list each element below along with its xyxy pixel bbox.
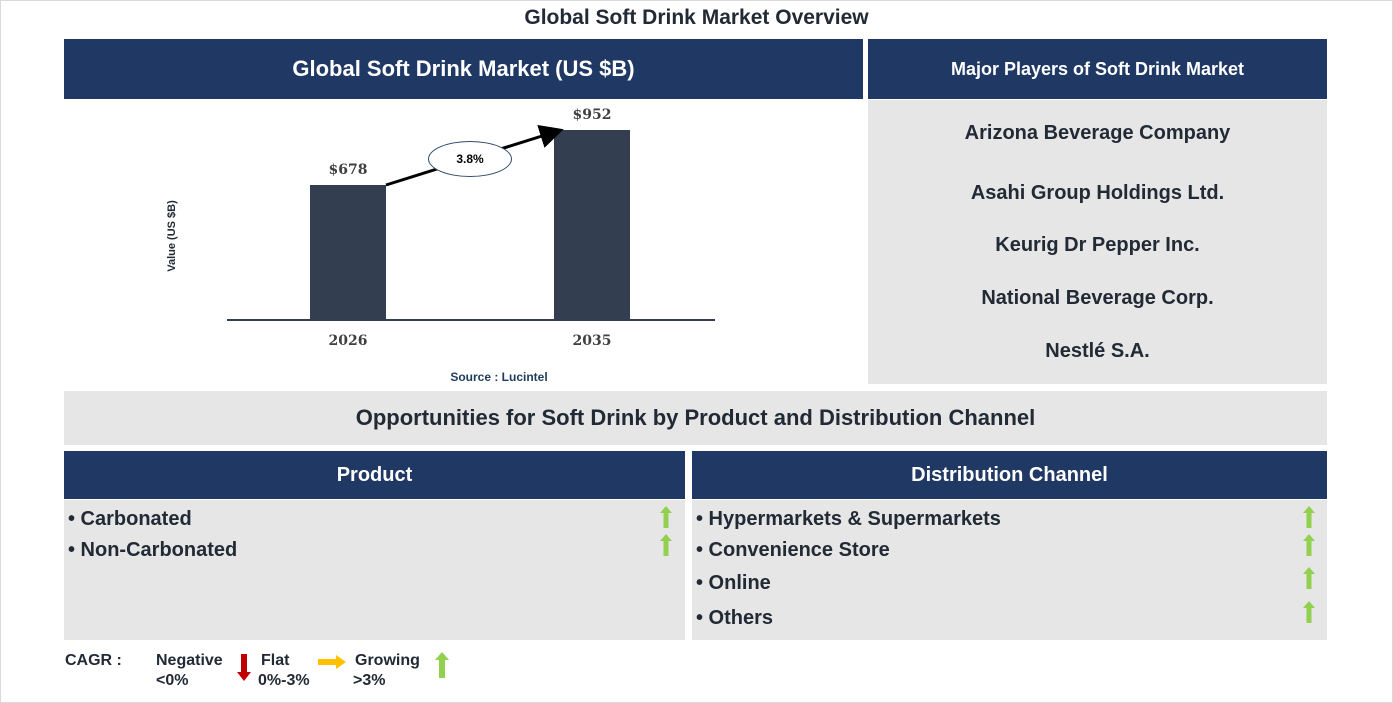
up-arrow-icon <box>435 652 449 678</box>
legend-negative-range: <0% <box>156 672 189 689</box>
legend-growing-name: Growing <box>355 652 420 669</box>
bar-2035 <box>554 130 630 321</box>
player-item: Asahi Group Holdings Ltd. <box>970 182 1225 204</box>
distribution-list: • Hypermarkets & Supermarkets • Convenie… <box>692 500 1327 640</box>
legend-growing-range: >3% <box>353 672 386 689</box>
bar-value-label-2035: $952 <box>572 107 612 123</box>
distribution-item-others: • Others <box>696 607 774 629</box>
x-tick-2026: 2026 <box>328 333 368 349</box>
opportunities-title: Opportunities for Soft Drink by Product … <box>64 391 1327 445</box>
x-axis-line <box>227 319 715 321</box>
distribution-item-hypermarkets: • Hypermarkets & Supermarkets <box>696 508 1001 530</box>
up-arrow-icon <box>660 534 672 556</box>
chart-source: Source : Lucintel <box>450 370 548 384</box>
distribution-item-convenience-store: • Convenience Store <box>696 539 890 561</box>
up-arrow-icon <box>660 506 672 528</box>
distribution-item-online: • Online <box>696 572 771 594</box>
legend-flat-range: 0%-3% <box>258 672 310 689</box>
players-panel-header: Major Players of Soft Drink Market <box>868 39 1327 99</box>
legend-flat-name: Flat <box>261 652 290 669</box>
product-header: Product <box>64 451 685 499</box>
product-list: • Carbonated • Non-Carbonated <box>64 500 685 640</box>
cagr-bubble: 3.8% <box>428 141 512 177</box>
page-title: Global Soft Drink Market Overview <box>524 6 869 29</box>
player-item: Keurig Dr Pepper Inc. <box>995 234 1200 256</box>
distribution-header: Distribution Channel <box>692 451 1327 499</box>
up-arrow-icon <box>1303 506 1315 528</box>
legend-negative-name: Negative <box>156 652 223 669</box>
legend-cagr-label: CAGR : <box>65 652 122 669</box>
bar-chart: Value (US $B) $678 $952 3.8% 2026 2035 S… <box>64 100 863 388</box>
down-arrow-icon <box>237 654 251 681</box>
product-item-non-carbonated: • Non-Carbonated <box>68 539 238 561</box>
right-arrow-icon <box>318 655 346 669</box>
product-item-carbonated: • Carbonated <box>68 508 192 530</box>
players-list: Arizona Beverage Company Asahi Group Hol… <box>868 100 1327 384</box>
bar-2026 <box>310 185 386 321</box>
player-item: Arizona Beverage Company <box>964 122 1231 144</box>
x-tick-2035: 2035 <box>572 333 612 349</box>
chart-panel-header: Global Soft Drink Market (US $B) <box>64 39 863 99</box>
player-item: National Beverage Corp. <box>981 287 1214 309</box>
player-item: Nestlé S.A. <box>1045 340 1150 362</box>
up-arrow-icon <box>1303 534 1315 556</box>
up-arrow-icon <box>1303 601 1315 623</box>
bar-value-label-2026: $678 <box>328 162 368 178</box>
up-arrow-icon <box>1303 567 1315 589</box>
